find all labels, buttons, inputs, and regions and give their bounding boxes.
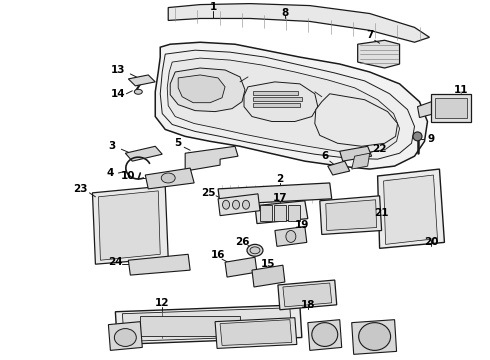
Text: 9: 9 <box>428 134 435 144</box>
Text: 3: 3 <box>109 141 116 151</box>
Ellipse shape <box>243 200 249 209</box>
Text: 5: 5 <box>174 138 182 148</box>
Polygon shape <box>340 146 371 161</box>
Polygon shape <box>93 186 168 264</box>
Polygon shape <box>326 200 377 230</box>
Polygon shape <box>215 318 297 348</box>
Bar <box>432 94 471 122</box>
Polygon shape <box>160 50 415 159</box>
Text: 16: 16 <box>211 250 225 260</box>
Ellipse shape <box>286 230 296 242</box>
Polygon shape <box>225 257 257 277</box>
Polygon shape <box>320 196 382 234</box>
Ellipse shape <box>161 173 175 183</box>
Polygon shape <box>255 201 308 224</box>
Bar <box>140 316 240 336</box>
Polygon shape <box>170 68 245 112</box>
Text: 20: 20 <box>424 237 439 247</box>
Polygon shape <box>168 4 429 42</box>
Text: 10: 10 <box>121 171 136 181</box>
Polygon shape <box>155 42 427 169</box>
Ellipse shape <box>359 323 391 350</box>
Polygon shape <box>283 283 332 307</box>
Polygon shape <box>218 194 260 216</box>
Polygon shape <box>125 146 162 161</box>
Polygon shape <box>352 153 369 169</box>
Ellipse shape <box>222 200 229 209</box>
Polygon shape <box>417 102 435 118</box>
Text: 13: 13 <box>111 65 125 75</box>
Polygon shape <box>244 82 318 122</box>
Ellipse shape <box>247 244 263 256</box>
Polygon shape <box>220 320 292 346</box>
Bar <box>274 205 286 221</box>
Polygon shape <box>252 265 285 287</box>
Ellipse shape <box>233 200 240 209</box>
Polygon shape <box>253 97 302 101</box>
Polygon shape <box>128 75 155 86</box>
Polygon shape <box>108 321 142 350</box>
Text: 2: 2 <box>276 174 284 184</box>
Text: 26: 26 <box>235 237 249 247</box>
Bar <box>436 98 467 118</box>
Ellipse shape <box>250 247 260 254</box>
Polygon shape <box>328 161 350 175</box>
Polygon shape <box>167 58 399 153</box>
Text: 25: 25 <box>201 188 215 198</box>
Ellipse shape <box>134 89 142 94</box>
Text: 6: 6 <box>321 151 328 161</box>
Text: 21: 21 <box>374 208 389 218</box>
Text: 12: 12 <box>155 298 170 308</box>
Text: 1: 1 <box>209 1 217 12</box>
Polygon shape <box>378 169 444 248</box>
Polygon shape <box>253 91 298 95</box>
Polygon shape <box>358 40 399 68</box>
Polygon shape <box>384 175 438 244</box>
Text: 11: 11 <box>454 85 468 95</box>
Text: 19: 19 <box>294 220 309 230</box>
Text: 15: 15 <box>261 259 275 269</box>
Text: 22: 22 <box>372 144 387 154</box>
Text: 17: 17 <box>272 193 287 203</box>
Ellipse shape <box>114 329 136 346</box>
Polygon shape <box>278 280 337 310</box>
Polygon shape <box>185 146 238 171</box>
Bar <box>288 205 300 221</box>
Text: 8: 8 <box>281 8 289 18</box>
Text: 18: 18 <box>300 300 315 310</box>
Polygon shape <box>308 320 342 350</box>
Text: 4: 4 <box>107 168 114 178</box>
Polygon shape <box>122 308 292 342</box>
Polygon shape <box>315 94 397 146</box>
Polygon shape <box>98 191 160 260</box>
Polygon shape <box>253 103 300 107</box>
Ellipse shape <box>312 323 338 346</box>
Text: 23: 23 <box>73 184 88 194</box>
Polygon shape <box>115 305 302 345</box>
Polygon shape <box>352 320 396 354</box>
Polygon shape <box>128 254 190 275</box>
Polygon shape <box>178 75 225 103</box>
Polygon shape <box>218 183 332 205</box>
Ellipse shape <box>413 132 422 141</box>
Text: 14: 14 <box>111 89 125 99</box>
Text: 7: 7 <box>366 30 373 40</box>
Polygon shape <box>275 226 307 246</box>
Bar <box>260 205 272 221</box>
Polygon shape <box>145 168 194 189</box>
Text: 24: 24 <box>108 257 122 267</box>
